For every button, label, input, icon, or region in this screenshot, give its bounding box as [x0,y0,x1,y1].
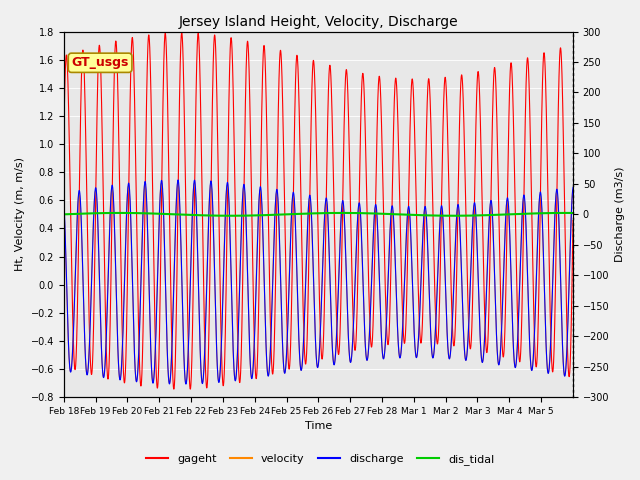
Text: GT_usgs: GT_usgs [72,56,129,69]
Y-axis label: Discharge (m3/s): Discharge (m3/s) [615,167,625,262]
Title: Jersey Island Height, Velocity, Discharge: Jersey Island Height, Velocity, Discharg… [179,15,458,29]
X-axis label: Time: Time [305,421,332,432]
Legend: gageht, velocity, discharge, dis_tidal: gageht, velocity, discharge, dis_tidal [141,450,499,469]
Y-axis label: Ht, Velocity (m, m/s): Ht, Velocity (m, m/s) [15,157,25,271]
